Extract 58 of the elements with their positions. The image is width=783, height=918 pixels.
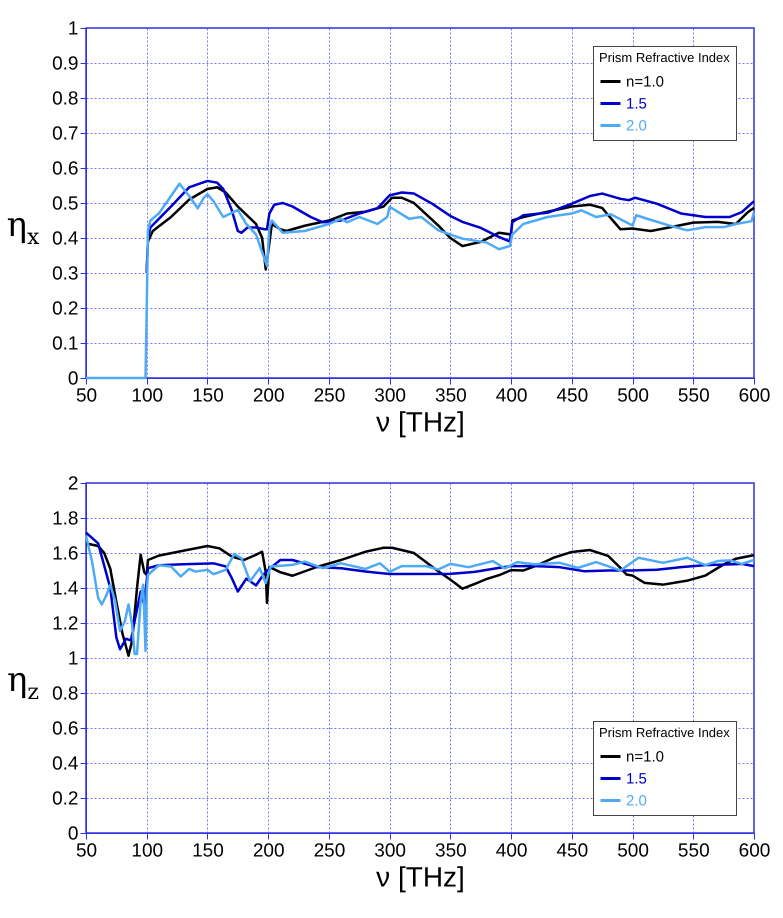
x-tick-label: 450 [556,385,588,406]
y-tick-label: 0.5 [52,193,78,214]
x-tick-label: 100 [131,840,164,861]
y-tick-label: 1.2 [52,613,78,634]
x-tick-label: 500 [617,840,649,861]
legend-label: 1.5 [626,770,647,787]
x-axis-title: ν [THz] [376,406,465,437]
x-tick-label: 300 [374,385,406,406]
legend-label: 2.0 [626,792,647,809]
y-tick-label: 0.1 [52,333,78,354]
y-tick-label: 0.8 [52,88,78,109]
x-tick-label: 600 [738,385,770,406]
y-tick-label: 1 [68,18,78,39]
y-tick-label: 0.9 [52,53,78,74]
x-tick-label: 250 [314,385,346,406]
y-axis-title: η$_{x}$ [6,205,40,250]
x-tick-label: 200 [252,840,285,861]
x-tick-label: 100 [131,385,164,406]
y-tick-label: 0.6 [52,718,78,739]
x-tick-label: 250 [314,840,346,861]
x-tick-label: 500 [617,385,649,406]
y-tick-label: 1.8 [52,508,78,529]
x-tick-label: 50 [76,840,98,861]
legend-label: 1.5 [626,95,647,112]
legend-label: n=1.0 [626,73,664,90]
y-tick-label: 1.4 [52,578,79,599]
x-tick-label: 150 [192,840,224,861]
legend-label: n=1.0 [626,748,664,765]
x-tick-label: 350 [435,385,467,406]
x-tick-label: 50 [76,385,98,406]
y-axis-title: η$_{z}$ [6,660,40,705]
x-tick-label: 350 [435,840,467,861]
x-tick-label: 550 [678,840,710,861]
y-tick-label: 0.3 [52,263,78,284]
y-tick-label: 0.4 [52,753,79,774]
x-axis-title: ν [THz] [376,861,465,892]
y-tick-label: 0.4 [52,228,79,249]
x-tick-label: 400 [496,840,528,861]
legend-title: Prism Refractive Index [599,724,730,740]
x-tick-label: 550 [678,385,710,406]
y-tick-label: 1.6 [52,543,78,564]
x-tick-label: 300 [374,840,406,861]
y-tick-label: 0 [68,823,78,844]
legend-label: 2.0 [626,117,647,134]
x-tick-label: 150 [192,385,224,406]
y-tick-label: 0 [68,368,78,389]
y-tick-label: 1 [68,648,78,669]
y-tick-label: 2 [68,473,78,494]
x-tick-label: 200 [252,385,285,406]
y-tick-label: 0.8 [52,683,78,704]
x-tick-label: 600 [738,840,770,861]
y-tick-label: 0.7 [52,123,78,144]
legend-title: Prism Refractive Index [599,50,730,64]
y-tick-label: 0.2 [52,788,78,809]
y-tick-label: 0.6 [52,158,78,179]
x-tick-label: 400 [496,385,528,406]
y-tick-label: 0.2 [52,298,78,319]
x-tick-label: 450 [556,840,588,861]
